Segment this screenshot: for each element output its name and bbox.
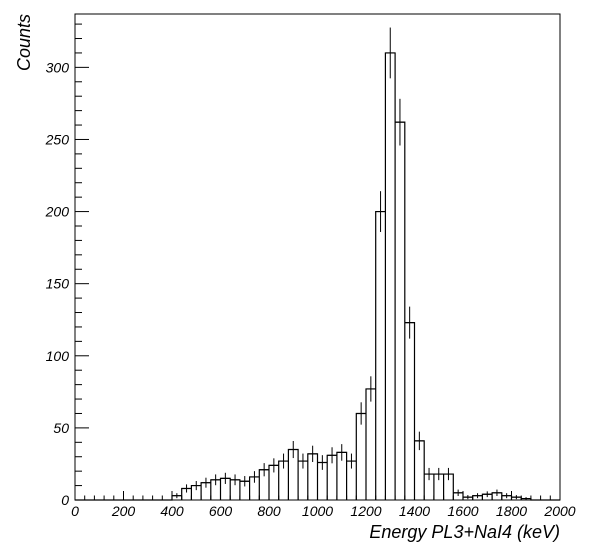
x-tick-label: 800 — [257, 503, 281, 519]
histogram-bin — [433, 467, 444, 481]
plot-frame — [74, 13, 561, 501]
y-tick-label: 0 — [61, 492, 69, 508]
histogram-bin — [201, 477, 211, 488]
y-axis-title: Counts — [14, 14, 34, 71]
histogram-bin — [395, 98, 405, 146]
x-tick-label: 400 — [160, 503, 184, 519]
y-tick-label: 150 — [46, 276, 70, 292]
x-tick-label: 1400 — [399, 503, 430, 519]
x-tick-label: 600 — [209, 503, 233, 519]
histogram-bin — [404, 306, 415, 339]
histogram-bin — [230, 474, 240, 486]
histogram-bin — [472, 493, 483, 499]
y-tick-label: 100 — [46, 348, 70, 364]
x-tick-label: 1200 — [350, 503, 381, 519]
histogram-bin — [288, 440, 299, 459]
y-axis: 0 50 100 150 200 250 300 — [45, 23, 89, 508]
x-tick-label: 1600 — [447, 503, 478, 519]
histogram-bin — [278, 453, 289, 469]
y-tick-label: 300 — [46, 59, 70, 75]
y-tick-label: 250 — [45, 131, 70, 147]
histogram-bin — [511, 495, 522, 500]
histogram-bin — [521, 497, 531, 500]
histogram-bin — [249, 471, 260, 483]
histogram-bin — [298, 453, 308, 469]
histogram-bin — [492, 489, 502, 497]
histogram-bin — [424, 467, 434, 481]
histogram-bin — [501, 493, 512, 499]
y-tick-label: 200 — [45, 204, 70, 220]
y-tick-label: 50 — [53, 420, 69, 436]
histogram-series — [75, 27, 560, 501]
x-tick-label: 2000 — [543, 503, 575, 519]
histogram-bin — [453, 489, 463, 497]
histogram-bin — [375, 191, 386, 232]
histogram-bin — [269, 458, 279, 473]
histogram-bin — [336, 444, 347, 461]
histogram-bin — [327, 447, 337, 464]
histogram-bin — [385, 27, 396, 79]
x-axis: 0 200 400 600 800 1000 1200 1400 1600 1800 2000 — [71, 491, 576, 519]
histogram-bin — [220, 472, 231, 484]
x-tick-label: 200 — [111, 503, 136, 519]
histogram-bin — [239, 476, 250, 487]
histogram-bin — [191, 481, 202, 491]
histogram-bin — [346, 453, 357, 469]
x-tick-label: 1800 — [496, 503, 527, 519]
histogram-bin — [210, 474, 221, 486]
histogram-bin — [172, 493, 182, 499]
histogram-bin — [259, 463, 269, 477]
histogram-bin — [463, 495, 473, 500]
histogram-bin — [414, 431, 425, 451]
histogram-bin — [482, 491, 493, 498]
x-tick-label: 1000 — [302, 503, 333, 519]
histogram-bin — [443, 467, 454, 481]
plot-border — [74, 13, 561, 501]
x-axis-title: Energy PL3+NaI4 (keV) — [369, 522, 560, 542]
histogram-bin — [307, 445, 318, 463]
histogram-step-line — [75, 52, 560, 501]
histogram-bin — [181, 484, 192, 493]
histogram-bin — [317, 455, 328, 470]
histogram-bin — [366, 376, 376, 402]
histogram-bin — [356, 402, 366, 425]
x-tick-label: 0 — [71, 503, 79, 519]
